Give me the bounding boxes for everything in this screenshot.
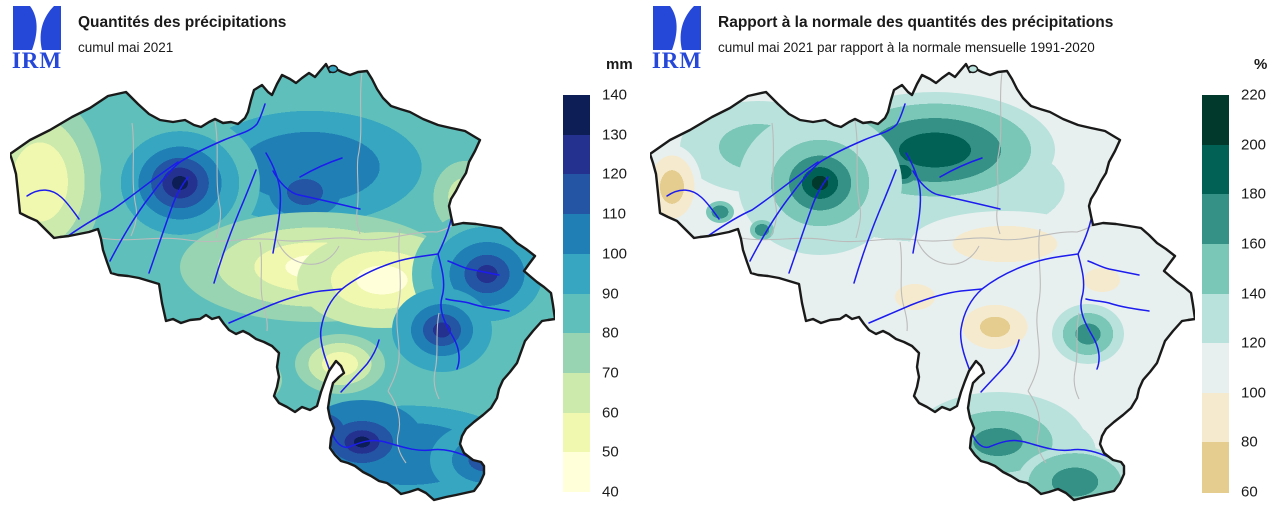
legend-tick-label: 140 xyxy=(1241,285,1267,302)
legend-tick-label: 100 xyxy=(1241,384,1267,402)
province-borders xyxy=(740,72,1094,464)
legend-tick-label: 80 xyxy=(1241,433,1258,451)
legend-tick-label: 40 xyxy=(602,483,619,501)
legend-color-block xyxy=(563,214,590,255)
country-border xyxy=(650,62,1195,502)
legend-tick-label: 140 xyxy=(602,86,628,104)
legend-tick-label: 100 xyxy=(602,245,628,263)
legend-unit-mm: mm xyxy=(606,56,633,73)
legend-color-block xyxy=(1202,442,1229,493)
legend-tick-label: 70 xyxy=(602,364,619,382)
legend-color-block xyxy=(563,174,590,215)
svg-text:IRM: IRM xyxy=(652,48,702,70)
legend-color-block xyxy=(1202,243,1229,294)
legend-tick-label: 90 xyxy=(602,285,619,302)
legend-color-block xyxy=(1202,392,1229,443)
legend-tick-label: 120 xyxy=(602,165,628,183)
legend-tick-label: 110 xyxy=(602,205,626,223)
legend-color-block xyxy=(1202,194,1229,245)
svg-text:IRM: IRM xyxy=(12,48,62,70)
irm-logo: IRM xyxy=(12,6,62,70)
irm-logo: IRM xyxy=(652,6,702,70)
legend-tick-label: 220 xyxy=(1241,86,1267,104)
legend-tick-label: 80 xyxy=(602,324,619,342)
baarle-exclave xyxy=(327,64,339,74)
legend-color-block xyxy=(563,452,590,493)
legend-colorbar-percent xyxy=(1202,95,1229,493)
legend-color-block xyxy=(563,253,590,294)
legend-tick-label: 60 xyxy=(1241,483,1258,501)
legend-color-block xyxy=(563,412,590,453)
legend-color-block xyxy=(1202,95,1229,146)
legend-unit-percent: % xyxy=(1254,56,1268,73)
precipitation-titleblock: Quantités des précipitations cumul mai 2… xyxy=(78,14,286,55)
ratio-titleblock: Rapport à la normale des quantités des p… xyxy=(718,14,1113,55)
legend-tick-label: 180 xyxy=(1241,185,1267,203)
legend-color-block xyxy=(1202,343,1229,394)
legend-color-block xyxy=(563,95,590,136)
map-fill-layer xyxy=(650,64,1195,500)
belgium-map-ratio xyxy=(650,62,1195,502)
legend-tick-label: 160 xyxy=(1241,235,1267,253)
legend-color-block xyxy=(1202,293,1229,344)
page-title: Rapport à la normale des quantités des p… xyxy=(718,14,1114,31)
rivers xyxy=(666,103,1150,459)
legend-color-block xyxy=(563,293,590,334)
belgium-map-precipitation xyxy=(10,62,555,502)
page-subtitle: cumul mai 2021 xyxy=(78,40,174,56)
baarle-exclave xyxy=(967,64,979,74)
page-subtitle: cumul mai 2021 par rapport à la normale … xyxy=(718,40,1095,56)
legend-color-block xyxy=(563,134,590,175)
legend-colorbar-mm xyxy=(563,95,590,493)
legend-tick-label: 50 xyxy=(602,443,619,461)
legend-tick-label: 130 xyxy=(602,126,628,144)
country-border xyxy=(10,62,555,502)
legend-color-block xyxy=(563,372,590,414)
rivers xyxy=(26,103,510,459)
legend-tick-label: 60 xyxy=(602,404,619,422)
legend-tick-label: 120 xyxy=(1241,334,1267,352)
legend-color-block xyxy=(1202,144,1229,195)
map-fill-layer xyxy=(10,64,555,500)
legend-tick-label: 200 xyxy=(1241,136,1267,154)
province-borders xyxy=(100,72,454,464)
page-title: Quantités des précipitations xyxy=(78,14,287,31)
legend-color-block xyxy=(563,333,590,374)
